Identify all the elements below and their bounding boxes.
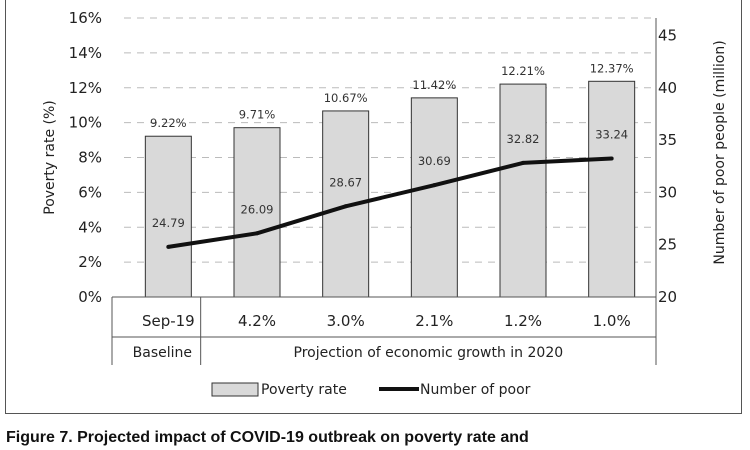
y-tick-label: 8% (78, 149, 102, 167)
gridlines (124, 17, 656, 263)
bar-poverty-rate (588, 80, 636, 298)
data-labels: 9.22% 9.71% 10.67% 11.42% 12.21% 12.37% 24.79 2… (150, 61, 634, 230)
line-value-label: 26.09 (241, 202, 274, 216)
y-tick-label: 4% (78, 218, 102, 236)
line-point (609, 156, 614, 161)
y-tick-label: 16% (69, 9, 102, 27)
category-group-label: Projection of economic growth in 2020 (294, 345, 564, 361)
y-tick-label: 2% (78, 253, 102, 271)
line-number-of-poor (168, 156, 612, 249)
line-point (166, 244, 171, 249)
bar-poverty-rate (410, 97, 458, 298)
bar-value-label: 11.42% (412, 78, 456, 92)
bar-poverty-rate (499, 83, 547, 298)
poor-line (166, 156, 614, 249)
y2-tick-label: 30 (658, 183, 677, 201)
bar-value-label: 9.71% (239, 108, 276, 122)
line-value-label: 33.24 (595, 127, 628, 141)
legend-label-number-of-poor: Number of poor (420, 382, 531, 398)
bar-value-label: 12.21% (501, 64, 545, 78)
bar-value-label: 9.22% (150, 116, 187, 130)
y2-tick-label: 25 (658, 236, 677, 254)
bars (144, 80, 636, 298)
category-label: 1.0% (593, 312, 631, 330)
y-tick-label: 12% (69, 79, 102, 97)
line-point (343, 204, 348, 209)
category-label: 3.0% (327, 312, 365, 330)
legend-label-poverty-rate: Poverty rate (261, 382, 347, 398)
y-tick-label: 0% (78, 288, 102, 306)
legend-swatch-poverty-rate (211, 382, 259, 397)
legend: Poverty rate Number of poor (211, 382, 531, 398)
y2-tick-label: 45 (658, 26, 677, 44)
bar-value-label: 10.67% (324, 91, 368, 105)
y-tick-label: 14% (69, 44, 102, 62)
y2-tick-label: 20 (658, 288, 677, 306)
line-point (255, 231, 259, 236)
axes: 0% 2% 4% 6% 8% 10% 12% 14% 16% 20 25 30 35 40 45 Povert… (42, 9, 728, 306)
category-group-label: Baseline (133, 345, 192, 361)
category-label: 4.2% (238, 312, 276, 330)
line-value-label: 32.82 (507, 132, 540, 146)
category-label: Sep-19 (142, 312, 195, 330)
line-value-label: 30.69 (418, 154, 451, 168)
bar-value-label: 12.37% (590, 61, 634, 75)
y2-axis-title: Number of poor people (million) (712, 40, 728, 264)
figure-caption: Figure 7. Projected impact of COVID-19 o… (6, 429, 529, 446)
y2-tick-label: 40 (658, 79, 677, 97)
y-tick-label: 6% (78, 183, 102, 201)
y-axis-title: Poverty rate (%) (42, 100, 58, 215)
bar-poverty-rate (144, 135, 192, 298)
chart-frame: 0% 2% 4% 6% 8% 10% 12% 14% 16% 20 25 30 35 40 45 Povert… (5, 0, 742, 414)
line-value-label: 24.79 (152, 216, 185, 230)
line-point (521, 160, 525, 165)
y2-tick-label: 35 (658, 131, 677, 149)
category-label: 1.2% (504, 312, 542, 330)
chart-svg: 0% 2% 4% 6% 8% 10% 12% 14% 16% 20 25 30 35 40 45 Povert… (42, 9, 728, 398)
y-tick-label: 10% (69, 114, 102, 132)
category-label: 2.1% (415, 312, 453, 330)
category-axis: Sep-19 4.2% 3.0% 2.1% 1.2% 1.0% Baseline Projec… (111, 18, 657, 365)
line-point (432, 183, 437, 188)
line-value-label: 28.67 (329, 175, 362, 189)
